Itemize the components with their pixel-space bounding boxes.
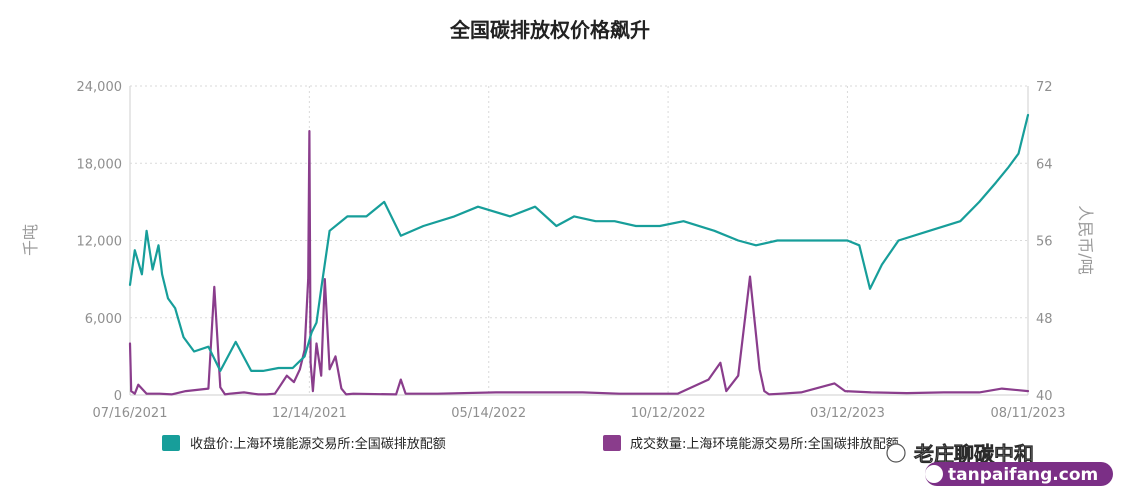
watermark: 老庄聊碳中和 tanpaifang.com [886, 442, 1113, 486]
x-tick-label: 05/14/2022 [451, 406, 526, 421]
y-right-tick-label: 64 [1036, 157, 1053, 172]
legend: 收盘价:上海环境能源交易所:全国碳排放配额 成交数量:上海环境能源交易所:全国碳… [162, 435, 899, 452]
legend-swatch-price [162, 435, 180, 451]
legend-label-volume: 成交数量:上海环境能源交易所:全国碳排放配额 [630, 436, 899, 452]
legend-swatch-volume [603, 435, 621, 451]
grid [129, 85, 1029, 396]
wechat-icon [886, 443, 906, 463]
y-left-tick-label: 18,000 [77, 157, 123, 172]
y-right-tick-label: 48 [1036, 312, 1053, 327]
series-line-price [128, 113, 1030, 372]
y-left-tick-label: 24,000 [77, 80, 123, 95]
y-left-axis-label: 千吨 [21, 224, 40, 256]
legend-label-price: 收盘价:上海环境能源交易所:全国碳排放配额 [190, 436, 446, 452]
y-right-ticks: 72 64 56 48 40 [1036, 80, 1053, 404]
watermark-url: tanpaifang.com [948, 465, 1098, 485]
y-left-tick-label: 12,000 [77, 235, 123, 250]
x-tick-label: 08/11/2023 [991, 406, 1066, 421]
y-left-tick-label: 6,000 [85, 312, 122, 327]
series-layer [128, 113, 1030, 396]
x-tick-label: 03/12/2023 [810, 406, 885, 421]
chart-title: 全国碳排放权价格飙升 [449, 18, 650, 42]
watermark-url-bg [925, 462, 1113, 486]
y-right-tick-label: 40 [1036, 389, 1053, 404]
x-tick-label: 07/16/2021 [93, 406, 168, 421]
x-tick-label: 10/12/2022 [631, 406, 706, 421]
watermark-logo-icon [925, 465, 943, 483]
series-line-volume [128, 130, 1030, 396]
y-left-ticks: 24,000 18,000 12,000 6,000 0 [77, 80, 123, 404]
x-tick-label: 12/14/2021 [272, 406, 347, 421]
y-right-tick-label: 56 [1036, 235, 1053, 250]
y-right-axis-label: 人民币/吨 [1076, 205, 1095, 274]
x-ticks: 07/16/2021 12/14/2021 05/14/2022 10/12/2022… [93, 406, 1066, 421]
y-right-tick-label: 72 [1036, 80, 1053, 95]
y-left-tick-label: 0 [114, 389, 122, 404]
